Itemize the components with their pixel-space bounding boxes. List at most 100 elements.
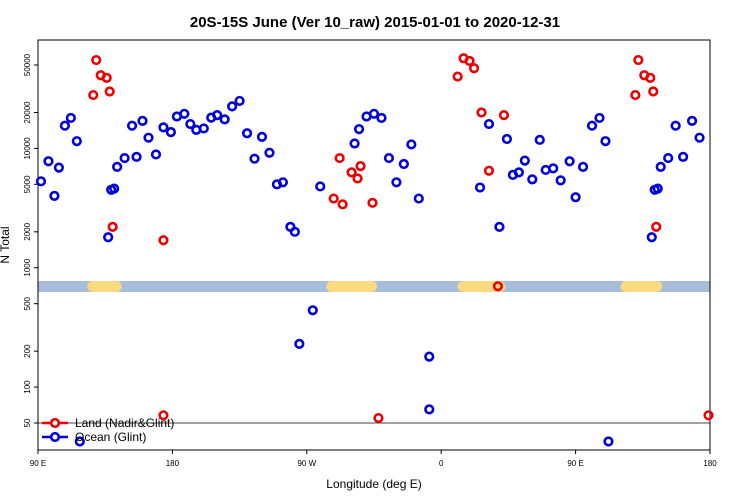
ocean-data-point xyxy=(398,158,409,170)
ocean-data-point xyxy=(353,124,365,135)
ocean-data-point xyxy=(368,108,380,119)
y-tick-label: 5000 xyxy=(23,175,32,193)
ocean-data-point xyxy=(570,192,581,203)
land-data-point xyxy=(158,235,169,246)
legend-entry-ocean-label: Ocean (Glint) xyxy=(75,430,146,444)
ocean-data-point xyxy=(652,183,663,194)
ocean-data-point xyxy=(294,338,305,350)
x-tick-label: 90 E xyxy=(567,459,583,468)
ocean-data-point xyxy=(74,436,85,447)
ocean-data-point xyxy=(586,120,598,131)
land-band-segment xyxy=(326,281,377,292)
land-data-point xyxy=(346,167,357,178)
ocean-data-point xyxy=(49,190,60,201)
ocean-data-point xyxy=(527,174,538,185)
ocean-data-point xyxy=(150,149,162,160)
ocean-data-point xyxy=(383,152,395,164)
plot-area-frame xyxy=(37,39,711,451)
ocean-data-point xyxy=(71,136,82,147)
land-data-point xyxy=(651,221,662,232)
ocean-data-point xyxy=(198,123,209,134)
ocean-data-point xyxy=(65,112,76,124)
land-data-point xyxy=(88,89,99,101)
land-data-point xyxy=(703,410,714,421)
land-data-point xyxy=(91,54,102,66)
land-data-point xyxy=(352,173,363,184)
y-tick-label: 50 xyxy=(23,418,32,427)
ocean-data-point xyxy=(670,120,681,131)
land-data-point xyxy=(107,221,118,232)
ocean-data-point xyxy=(424,404,435,415)
y-axis-label: N Total xyxy=(0,226,12,263)
ocean-data-point xyxy=(53,162,65,173)
ocean-data-point xyxy=(577,161,589,172)
ocean-data-point xyxy=(406,139,417,150)
land-band-segment xyxy=(457,281,506,292)
ocean-data-point xyxy=(119,152,130,164)
surface-band xyxy=(38,281,710,292)
ocean-data-point xyxy=(600,136,611,147)
y-tick-label: 2000 xyxy=(23,222,32,240)
chart-title: 20S-15S June (Ver 10_raw) 2015-01-01 to … xyxy=(190,14,560,31)
x-axis: 90 E 180 90 W 0 90 E 180 xyxy=(30,450,717,468)
ocean-data-point xyxy=(603,436,614,447)
y-tick-label: 1000 xyxy=(23,258,32,276)
ocean-data-point xyxy=(501,133,513,145)
ocean-data-point xyxy=(219,114,230,125)
ocean-data-point xyxy=(264,147,275,158)
ocean-data-point xyxy=(376,112,387,124)
land-data-point xyxy=(355,161,366,172)
land-data-point xyxy=(483,165,495,176)
y-tick-label: 200 xyxy=(23,344,32,358)
y-tick-label: 20000 xyxy=(23,101,32,124)
ocean-data-point xyxy=(43,156,54,167)
ocean-data-point xyxy=(594,112,605,124)
ocean-data-point xyxy=(179,108,190,119)
land-data-point xyxy=(648,86,659,97)
ocean-data-point xyxy=(349,138,360,149)
ocean-data-point xyxy=(234,95,245,107)
data-points xyxy=(35,53,714,447)
land-data-point xyxy=(492,281,504,292)
ocean-data-point xyxy=(143,132,154,143)
y-tick-label: 50000 xyxy=(23,53,32,76)
x-tick-label: 0 xyxy=(439,459,444,468)
ocean-data-point xyxy=(165,126,177,138)
ocean-data-point xyxy=(227,101,238,112)
land-data-point xyxy=(464,55,475,67)
land-data-point xyxy=(158,410,169,421)
ocean-data-point xyxy=(131,151,142,162)
ocean-data-point xyxy=(678,151,689,162)
ocean-data-point xyxy=(307,305,318,316)
ocean-data-point xyxy=(686,115,698,127)
ocean-data-point xyxy=(513,167,524,178)
ocean-data-point xyxy=(277,177,289,188)
ocean-data-point xyxy=(534,134,545,145)
y-tick-label: 10000 xyxy=(23,137,32,160)
land-data-point xyxy=(630,89,641,101)
ocean-data-point xyxy=(424,351,435,362)
ocean-data-point xyxy=(474,182,486,193)
legend-entry-land-marker xyxy=(49,417,61,429)
ocean-data-point xyxy=(663,152,674,164)
ocean-data-point xyxy=(548,163,559,174)
y-tick-label: 500 xyxy=(23,296,32,310)
ocean-data-point xyxy=(185,118,196,130)
x-tick-label: 180 xyxy=(166,459,180,468)
legend-entry-land-label: Land (Nadir&Glint) xyxy=(75,416,174,430)
x-tick-label: 90 W xyxy=(297,459,316,468)
land-data-point xyxy=(337,199,348,210)
ocean-data-point xyxy=(646,232,657,243)
ocean-data-point xyxy=(212,110,223,121)
ocean-data-point xyxy=(126,120,138,131)
ocean-data-point xyxy=(103,232,114,243)
ocean-data-point xyxy=(35,176,47,187)
x-axis-label: Longitude (deg E) xyxy=(326,477,421,491)
land-data-point xyxy=(334,152,345,164)
land-data-point xyxy=(633,54,644,66)
ocean-data-point xyxy=(249,153,260,164)
ocean-data-point xyxy=(112,161,123,172)
ocean-data-point xyxy=(694,132,705,143)
legend: Land (Nadir&Glint)Ocean (Glint) xyxy=(42,416,174,444)
ocean-data-point xyxy=(413,193,424,204)
